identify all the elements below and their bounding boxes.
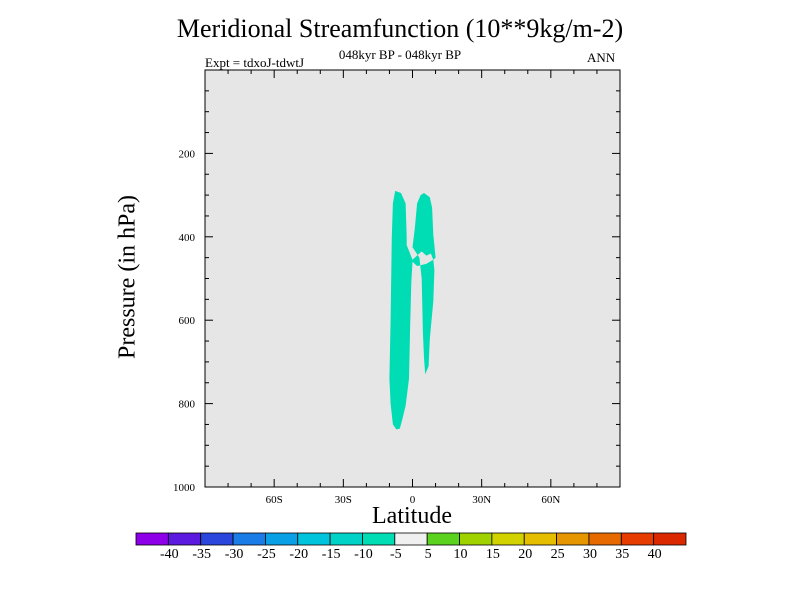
colorbar-box: [491, 532, 525, 546]
colorbar-label: 15: [486, 547, 500, 562]
colorbar-label: -25: [257, 547, 276, 562]
colorbar: -40 -35 -30 -25 -20 -15 -10 -5 5 10 15 20 25 30 35 40: [135, 532, 687, 562]
y-tick-label: 200: [179, 148, 196, 160]
colorbar-box: [135, 532, 169, 546]
colorbar-label: -15: [322, 547, 341, 562]
x-tick-label: 30N: [472, 494, 491, 506]
y-tick-label: 800: [179, 399, 196, 411]
season-label: ANN: [587, 50, 616, 65]
axis-ticks: [205, 70, 620, 487]
y-tick-label: 1000: [173, 482, 196, 494]
plot-frame: [204, 69, 621, 488]
colorbar-label: -35: [192, 547, 211, 562]
chart-subtitle: 048kyr BP - 048kyr BP: [338, 47, 462, 62]
colorbar-box: [620, 532, 655, 546]
colorbar-box: [394, 532, 428, 546]
colorbar-box: [232, 532, 266, 546]
colorbar-label: -40: [160, 547, 179, 562]
colorbar-box: [459, 532, 493, 546]
colorbar-box: [167, 532, 202, 546]
x-axis-title: Latitude: [372, 503, 452, 529]
plot-background: [205, 70, 620, 487]
colorbar-box: [523, 532, 557, 546]
tick-labels: 60S 30S 0 30N 60N 200 400 600 800 1000: [173, 148, 560, 506]
x-tick-label: 30S: [335, 494, 352, 506]
x-tick-label: 60N: [541, 494, 560, 506]
x-tick-label: 0: [410, 494, 416, 506]
contour-regions: [389, 190, 436, 430]
colorbar-label: -10: [354, 547, 373, 562]
colorbar-label: 10: [454, 547, 468, 562]
colorbar-box: [588, 532, 622, 546]
colorbar-label: -20: [289, 547, 308, 562]
colorbar-label: 35: [615, 547, 629, 562]
colorbar-label: 40: [648, 547, 662, 562]
y-tick-label: 400: [179, 232, 196, 244]
colorbar-box: [426, 532, 460, 546]
y-tick-label: 600: [179, 315, 196, 327]
colorbar-box: [297, 532, 331, 546]
colorbar-label: 25: [551, 547, 565, 562]
colorbar-box: [653, 532, 687, 546]
experiment-label: Expt = tdxoJ-tdwtJ: [205, 55, 305, 70]
x-tick-label: 60S: [266, 494, 283, 506]
chart-title: Meridional Streamfunction (10**9kg/m-2): [176, 14, 624, 43]
colorbar-label: -30: [225, 547, 244, 562]
colorbar-box: [265, 532, 299, 546]
contour-region-0: [389, 190, 436, 430]
colorbar-label: -5: [390, 547, 402, 562]
colorbar-box: [329, 532, 363, 546]
colorbar-box: [200, 532, 234, 546]
colorbar-box: [556, 532, 590, 546]
colorbar-label: 30: [583, 547, 597, 562]
colorbar-label: 5: [425, 547, 432, 562]
colorbar-box: [362, 532, 396, 546]
colorbar-label: 20: [518, 547, 532, 562]
